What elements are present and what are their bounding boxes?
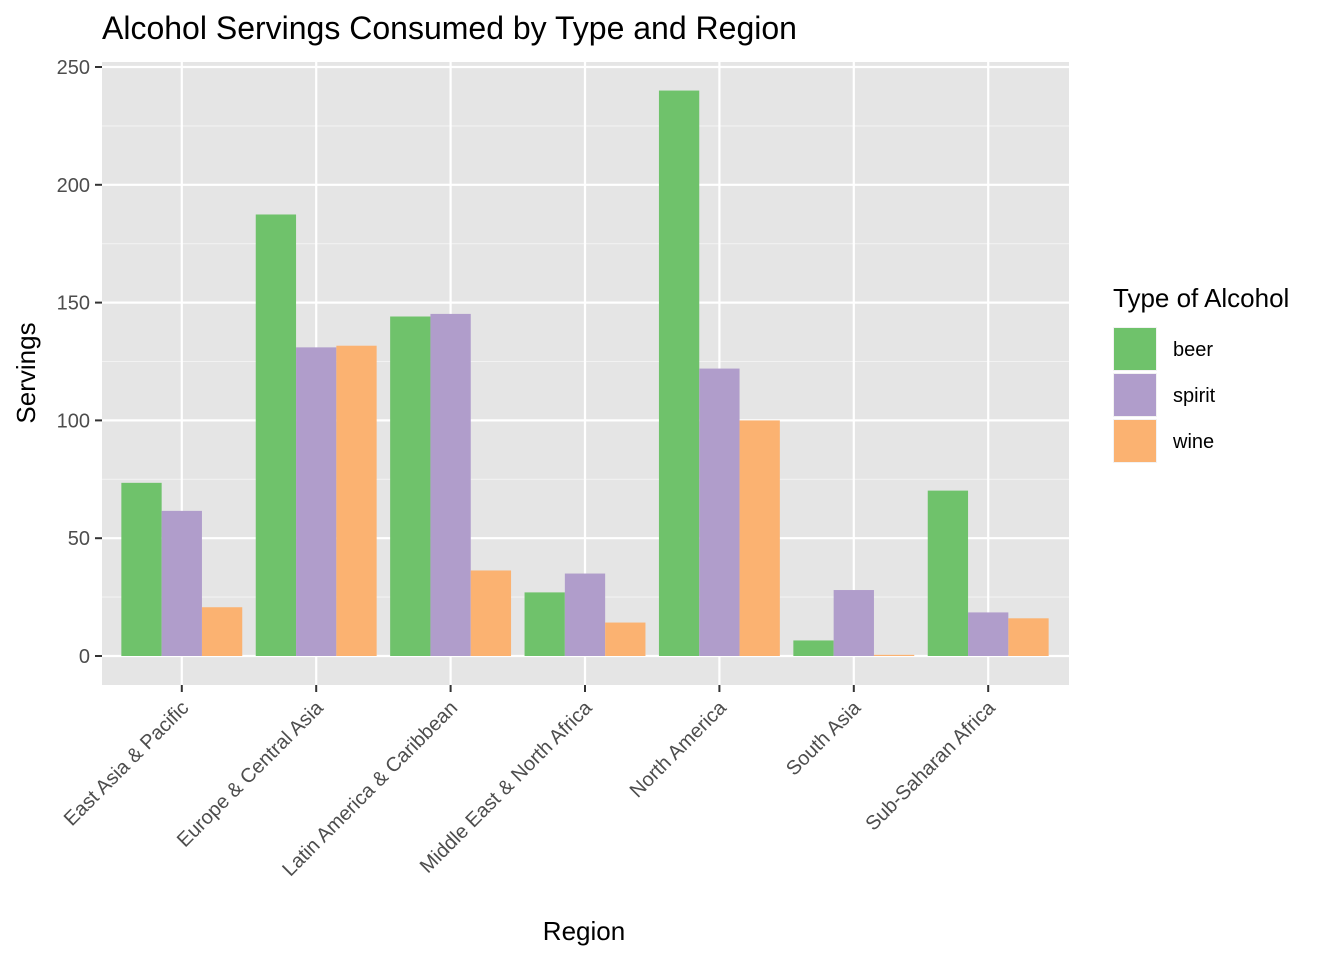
- bar-wine-5: [739, 420, 780, 656]
- legend: Type of Alcohol beer spirit wine: [1113, 283, 1289, 463]
- x-tick-label: North America: [626, 696, 732, 802]
- y-tick-label: 150: [57, 293, 90, 315]
- bar-beer-1: [121, 482, 162, 656]
- chart-title: Alcohol Servings Consumed by Type and Re…: [102, 10, 797, 46]
- y-tick-label: 100: [57, 410, 90, 432]
- y-tick-label: 50: [68, 528, 90, 550]
- x-tick-label: Europe & Central Asia: [173, 696, 328, 851]
- bar-beer-6: [793, 640, 834, 656]
- bar-spirit-1: [161, 510, 202, 656]
- y-tick-label: 250: [57, 57, 90, 79]
- bar-wine-3: [470, 570, 512, 656]
- bar-beer-3: [390, 316, 431, 656]
- x-tick-label: Sub-Saharan Africa: [862, 696, 1001, 835]
- bar-spirit-3: [430, 313, 471, 656]
- bar-wine-6: [873, 654, 915, 656]
- legend-swatch-spirit: [1114, 374, 1156, 416]
- bar-wine-1: [201, 607, 243, 656]
- legend-label-wine: wine: [1172, 431, 1214, 453]
- bar-beer-2: [255, 214, 297, 656]
- bar-spirit-2: [296, 347, 337, 656]
- bar-spirit-5: [699, 368, 740, 656]
- legend-label-beer: beer: [1173, 339, 1213, 361]
- x-tick-label: East Asia & Pacific: [60, 697, 193, 830]
- bar-beer-7: [927, 490, 969, 656]
- legend-swatch-wine: [1114, 420, 1156, 462]
- bars: [121, 90, 1049, 656]
- y-tick-label: 0: [79, 646, 90, 668]
- bar-spirit-7: [968, 612, 1009, 656]
- bar-wine-2: [336, 345, 377, 656]
- bar-wine-7: [1008, 618, 1049, 656]
- x-axis-title: Region: [543, 916, 625, 946]
- bar-spirit-6: [833, 590, 874, 656]
- legend-swatch-beer: [1114, 328, 1156, 370]
- legend-title: Type of Alcohol: [1113, 283, 1289, 313]
- bar-beer-4: [524, 592, 565, 656]
- bar-spirit-4: [564, 573, 606, 656]
- y-axis-title: Servings: [11, 322, 41, 423]
- x-tick-label: South Asia: [782, 696, 866, 780]
- bar-wine-4: [605, 622, 646, 656]
- y-tick-label: 200: [57, 175, 90, 197]
- bar-beer-5: [658, 90, 700, 656]
- y-axis: 0 50 100 150 200 250: [57, 57, 102, 668]
- legend-label-spirit: spirit: [1173, 385, 1216, 407]
